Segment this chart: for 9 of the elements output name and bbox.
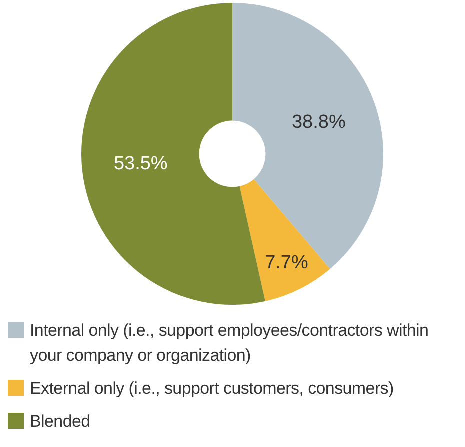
data-label: 53.5% [114, 154, 168, 175]
legend-label: Blended [30, 411, 90, 433]
data-label: 7.7% [265, 252, 308, 274]
legend-label: Internal only (i.e., support employees/contractors within your company or organization) [30, 320, 430, 367]
donut-slice [240, 179, 330, 302]
donut-slice [232, 3, 384, 270]
legend-label: External only (i.e., support customers, consumers) [30, 378, 394, 400]
donut-slice [82, 3, 266, 305]
data-label: 38.8% [292, 112, 346, 133]
